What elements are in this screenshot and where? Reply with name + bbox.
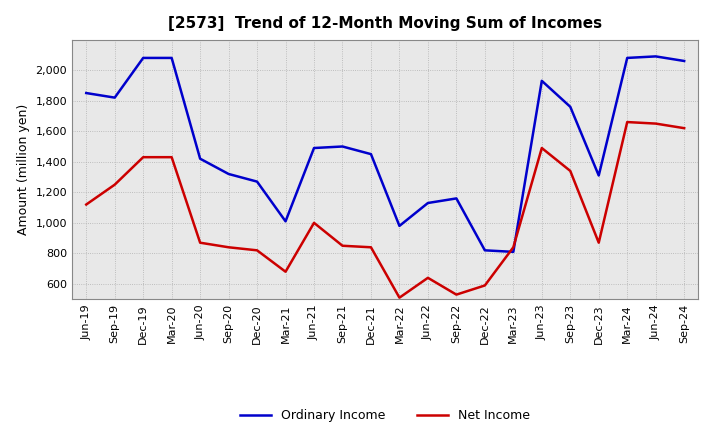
Net Income [253, 248, 261, 253]
Net Income [423, 275, 432, 280]
Net Income [652, 121, 660, 126]
Y-axis label: Amount (million yen): Amount (million yen) [17, 104, 30, 235]
Ordinary Income [652, 54, 660, 59]
Ordinary Income [480, 248, 489, 253]
Net Income [595, 240, 603, 246]
Net Income [566, 168, 575, 173]
Net Income [338, 243, 347, 249]
Net Income [310, 220, 318, 225]
Ordinary Income [680, 59, 688, 64]
Ordinary Income [509, 249, 518, 254]
Net Income [480, 283, 489, 288]
Ordinary Income [395, 223, 404, 228]
Ordinary Income [225, 171, 233, 176]
Ordinary Income [566, 104, 575, 110]
Ordinary Income [537, 78, 546, 84]
Legend: Ordinary Income, Net Income: Ordinary Income, Net Income [235, 404, 535, 427]
Ordinary Income [253, 179, 261, 184]
Ordinary Income [82, 90, 91, 95]
Net Income [110, 182, 119, 187]
Line: Ordinary Income: Ordinary Income [86, 56, 684, 252]
Line: Net Income: Net Income [86, 122, 684, 298]
Net Income [196, 240, 204, 246]
Ordinary Income [366, 151, 375, 157]
Ordinary Income [338, 144, 347, 149]
Ordinary Income [139, 55, 148, 61]
Net Income [282, 269, 290, 275]
Ordinary Income [310, 145, 318, 150]
Ordinary Income [282, 219, 290, 224]
Ordinary Income [196, 156, 204, 161]
Net Income [82, 202, 91, 207]
Ordinary Income [423, 200, 432, 205]
Net Income [623, 119, 631, 125]
Ordinary Income [110, 95, 119, 100]
Title: [2573]  Trend of 12-Month Moving Sum of Incomes: [2573] Trend of 12-Month Moving Sum of I… [168, 16, 602, 32]
Net Income [139, 154, 148, 160]
Net Income [537, 145, 546, 150]
Ordinary Income [167, 55, 176, 61]
Net Income [395, 295, 404, 301]
Net Income [680, 125, 688, 131]
Net Income [509, 245, 518, 250]
Net Income [225, 245, 233, 250]
Ordinary Income [452, 196, 461, 201]
Net Income [366, 245, 375, 250]
Net Income [452, 292, 461, 297]
Ordinary Income [623, 55, 631, 61]
Ordinary Income [595, 173, 603, 178]
Net Income [167, 154, 176, 160]
